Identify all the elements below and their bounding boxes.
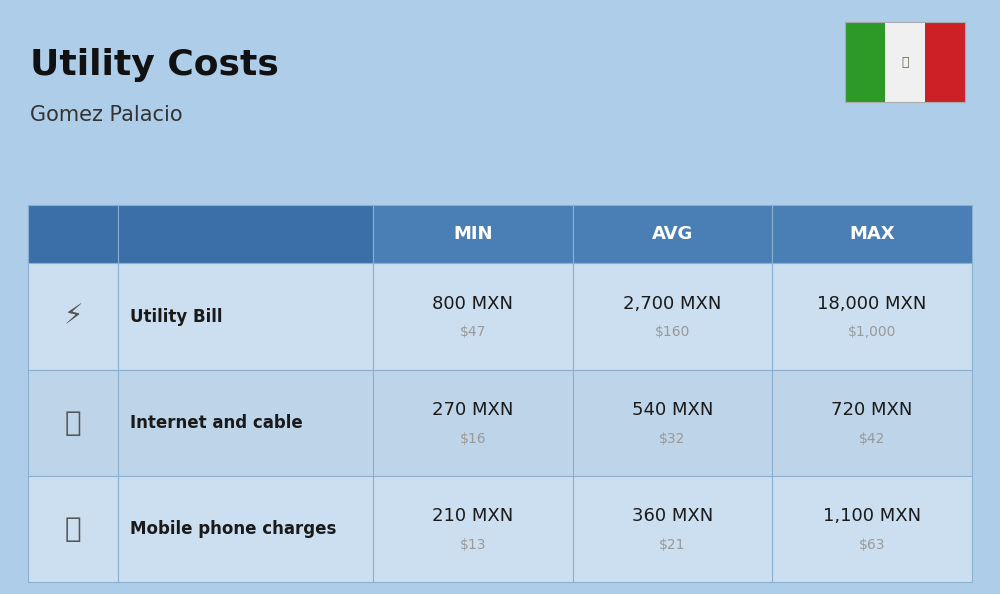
Bar	[118, 205, 373, 263]
Text: 360 MXN: 360 MXN	[632, 507, 713, 525]
Text: MIN: MIN	[453, 225, 493, 243]
Bar	[573, 263, 772, 369]
Text: 270 MXN: 270 MXN	[432, 401, 514, 419]
Bar	[118, 263, 373, 369]
Bar	[28, 263, 118, 369]
Text: $21: $21	[659, 538, 686, 552]
Text: $1,000: $1,000	[848, 326, 896, 339]
Bar	[573, 369, 772, 476]
Bar	[772, 476, 972, 582]
Bar	[373, 263, 573, 369]
Bar	[373, 476, 573, 582]
Text: MAX: MAX	[849, 225, 895, 243]
Bar	[772, 263, 972, 369]
Text: $63: $63	[859, 538, 885, 552]
Text: 18,000 MXN: 18,000 MXN	[817, 295, 927, 313]
Text: 800 MXN: 800 MXN	[432, 295, 513, 313]
Text: 210 MXN: 210 MXN	[432, 507, 513, 525]
Text: AVG: AVG	[652, 225, 693, 243]
Text: Utility Bill: Utility Bill	[130, 308, 222, 326]
Bar	[373, 205, 573, 263]
Bar	[925, 22, 965, 102]
Text: $32: $32	[659, 432, 686, 446]
Bar	[28, 205, 118, 263]
Bar	[373, 369, 573, 476]
Text: 720 MXN: 720 MXN	[831, 401, 913, 419]
Text: 1,100 MXN: 1,100 MXN	[823, 507, 921, 525]
Bar	[28, 476, 118, 582]
Text: Utility Costs: Utility Costs	[30, 48, 279, 82]
Bar	[772, 205, 972, 263]
Text: $47: $47	[460, 326, 486, 339]
Bar	[885, 22, 925, 102]
Text: $16: $16	[460, 432, 486, 446]
Bar	[845, 22, 965, 102]
Text: 2,700 MXN: 2,700 MXN	[623, 295, 722, 313]
Text: $13: $13	[460, 538, 486, 552]
Bar	[573, 205, 772, 263]
Bar	[118, 476, 373, 582]
Text: Mobile phone charges: Mobile phone charges	[130, 520, 336, 538]
Text: 📱: 📱	[65, 515, 81, 543]
Bar	[573, 476, 772, 582]
Text: Internet and cable: Internet and cable	[130, 413, 303, 432]
Text: 540 MXN: 540 MXN	[632, 401, 713, 419]
Text: $160: $160	[655, 326, 690, 339]
Text: $42: $42	[859, 432, 885, 446]
Text: ⚡: ⚡	[63, 302, 83, 330]
Text: 🦅: 🦅	[901, 55, 909, 68]
Text: 📡: 📡	[65, 409, 81, 437]
Bar	[772, 369, 972, 476]
Bar	[118, 369, 373, 476]
Bar	[845, 22, 885, 102]
Text: Gomez Palacio: Gomez Palacio	[30, 105, 183, 125]
Bar	[28, 369, 118, 476]
